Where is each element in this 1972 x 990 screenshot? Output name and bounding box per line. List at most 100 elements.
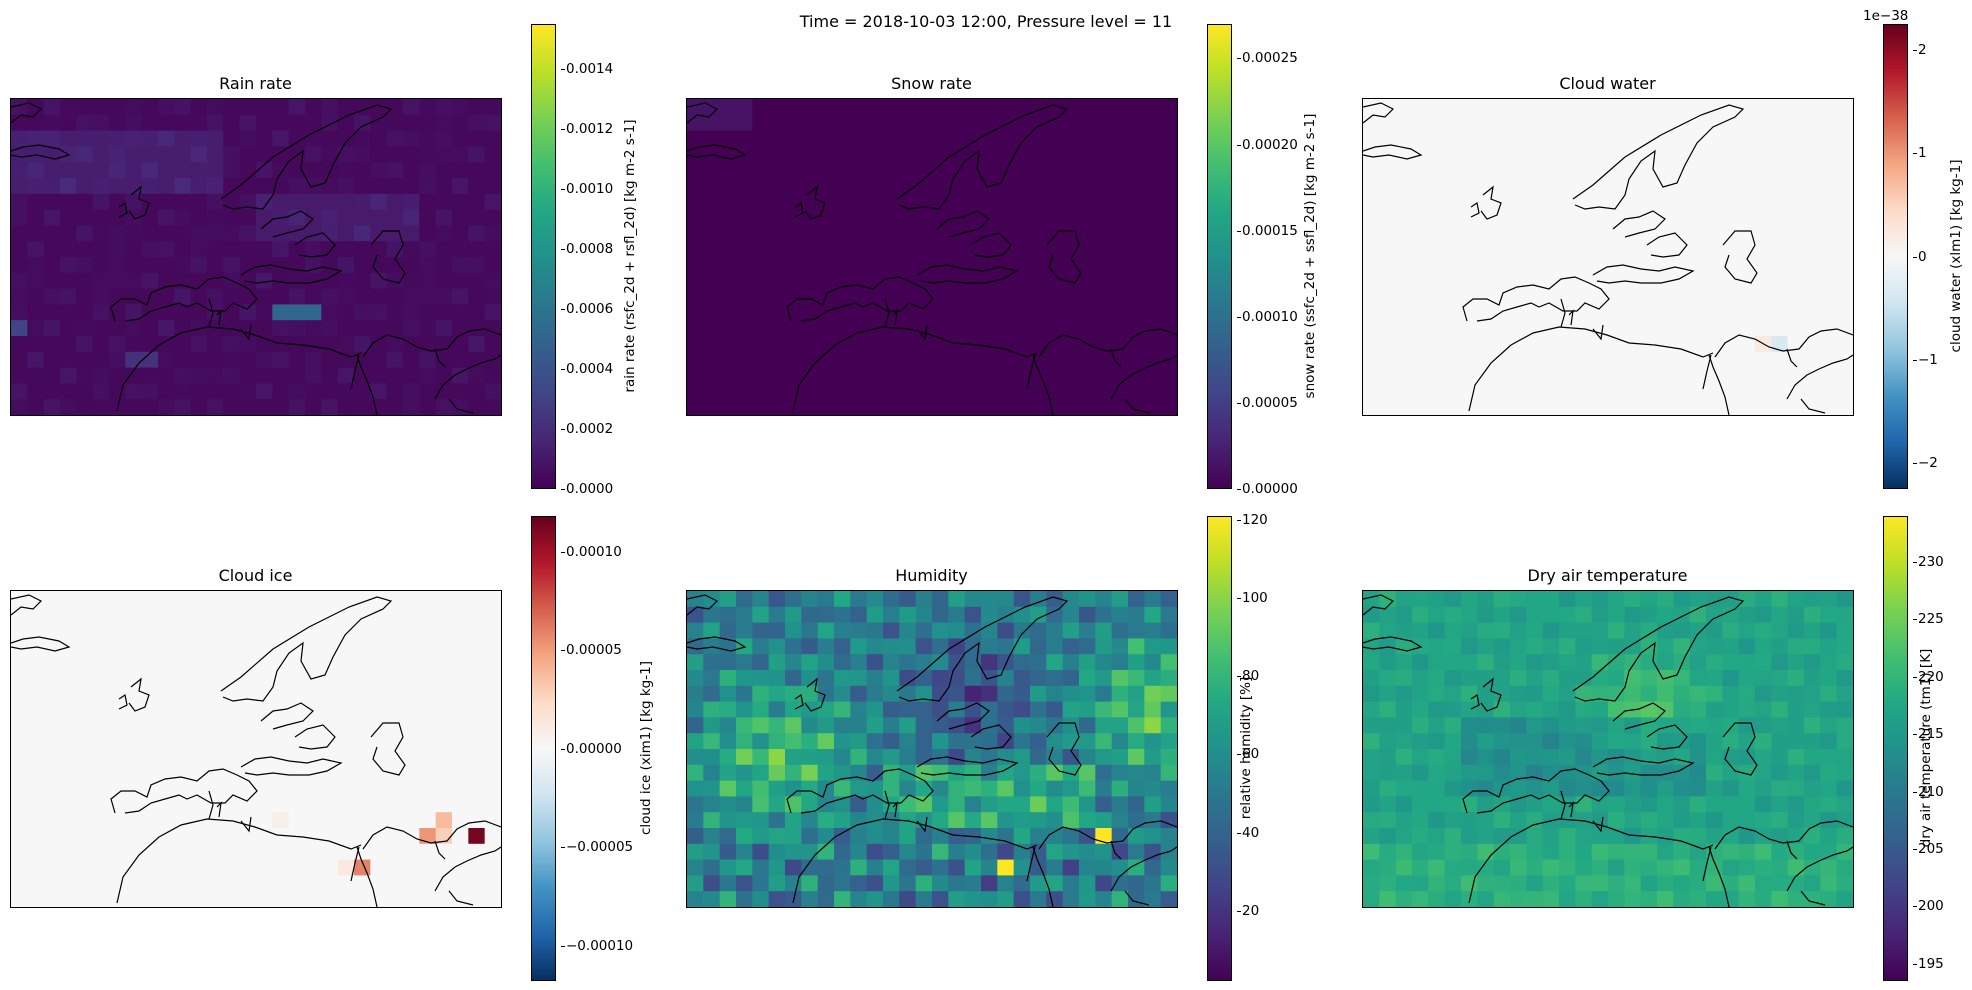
grid-cell: [370, 843, 388, 861]
grid-cell: [1575, 891, 1593, 907]
grid-cell: [337, 257, 355, 274]
grid-cell: [1111, 733, 1129, 750]
grid-cell: [1608, 178, 1625, 195]
grid-cell: [1095, 193, 1113, 211]
grid-cell: [1395, 685, 1413, 703]
grid-cell: [1013, 288, 1031, 305]
grid-cell: [435, 304, 453, 321]
grid-cell: [174, 891, 192, 907]
grid-cell: [1722, 606, 1740, 624]
grid-cell: [1013, 209, 1031, 226]
grid-cell: [272, 399, 290, 415]
grid-cell: [354, 320, 371, 337]
grid-cell: [223, 875, 241, 892]
grid-cell: [27, 193, 45, 211]
grid-cell: [1771, 114, 1789, 132]
grid-cell: [1771, 733, 1789, 750]
coastline: [240, 816, 252, 833]
grid-cell: [1379, 764, 1397, 782]
grid-cell: [223, 399, 241, 415]
grid-cell: [768, 606, 786, 624]
grid-cell: [403, 622, 420, 639]
grid-cell: [109, 812, 126, 829]
grid-cell: [1591, 875, 1609, 892]
grid-cell: [1428, 320, 1446, 337]
grid-cell: [703, 114, 721, 132]
grid-cell: [1477, 606, 1495, 624]
grid-cell: [687, 654, 704, 671]
grid-cell: [141, 320, 159, 337]
grid-cell: [752, 796, 770, 813]
grid-cell: [1575, 654, 1593, 671]
grid-cell: [1062, 146, 1080, 163]
grid-cell: [850, 859, 868, 876]
grid-cell: [337, 193, 355, 211]
grid-cell: [1804, 591, 1821, 608]
grid-cell: [223, 701, 241, 718]
grid-cell: [1673, 654, 1691, 671]
grid-cell: [899, 859, 917, 876]
grid-cell: [1706, 399, 1723, 415]
grid-cell: [419, 749, 437, 766]
grid-cell: [321, 622, 339, 639]
grid-cell: [1608, 764, 1625, 782]
grid-cell: [1128, 843, 1145, 861]
grid-cell: [752, 764, 770, 782]
grid-cell: [1738, 717, 1756, 734]
grid-cell: [125, 288, 143, 305]
grid-cell: [1395, 606, 1413, 624]
grid-cell: [1559, 114, 1576, 132]
grid-cell: [719, 272, 737, 290]
grid-cell: [1640, 812, 1658, 829]
grid-cell: [1160, 670, 1177, 687]
grid-cell: [915, 828, 933, 845]
grid-cell: [1526, 843, 1544, 861]
grid-cell: [207, 257, 224, 274]
grid-cell: [1673, 114, 1691, 132]
colorbar-tick-label: 0.0014: [560, 61, 614, 77]
coastline: [884, 790, 898, 820]
grid-cell: [866, 383, 884, 400]
grid-cell: [435, 367, 453, 384]
grid-cell: [1046, 320, 1064, 337]
grid-cell: [1013, 875, 1031, 892]
grid-cell: [1428, 591, 1446, 608]
grid-cell: [11, 606, 28, 624]
grid-cell: [964, 606, 982, 624]
grid-cell: [174, 859, 192, 876]
grid-cell: [76, 162, 94, 179]
grid-cell: [981, 733, 998, 750]
grid-cell: [687, 670, 704, 687]
grid-cell: [752, 130, 770, 147]
grid-cell: [1013, 606, 1031, 624]
grid-cell: [1046, 304, 1064, 321]
grid-cell: [1013, 717, 1031, 734]
grid-cell: [419, 685, 437, 703]
grid-cell: [207, 606, 224, 624]
grid-cell: [1591, 383, 1609, 400]
grid-cell: [484, 336, 501, 353]
colorbar-tick-label: 0.0008: [560, 241, 614, 257]
grid-cell: [484, 272, 501, 290]
grid-cell: [997, 193, 1015, 211]
grid-cell: [1787, 288, 1805, 305]
grid-cell: [1804, 257, 1821, 274]
grid-cell: [1013, 622, 1031, 639]
grid-cell: [386, 130, 404, 147]
grid-cell: [1095, 654, 1113, 671]
grid-cell: [1771, 638, 1789, 655]
grid-cell: [1428, 241, 1446, 258]
grid-cell: [452, 701, 469, 718]
grid-cell: [207, 209, 224, 226]
grid-cell: [354, 257, 371, 274]
grid-cell: [932, 701, 949, 718]
grid-cell: [468, 701, 486, 718]
grid-cell: [1363, 399, 1380, 415]
grid-cell: [1706, 638, 1723, 655]
grid-cell: [1160, 685, 1177, 703]
grid-cell: [337, 591, 355, 608]
grid-cell: [1738, 859, 1756, 876]
grid-cell: [43, 717, 61, 734]
grid-cell: [141, 225, 159, 242]
grid-cell: [1640, 304, 1658, 321]
